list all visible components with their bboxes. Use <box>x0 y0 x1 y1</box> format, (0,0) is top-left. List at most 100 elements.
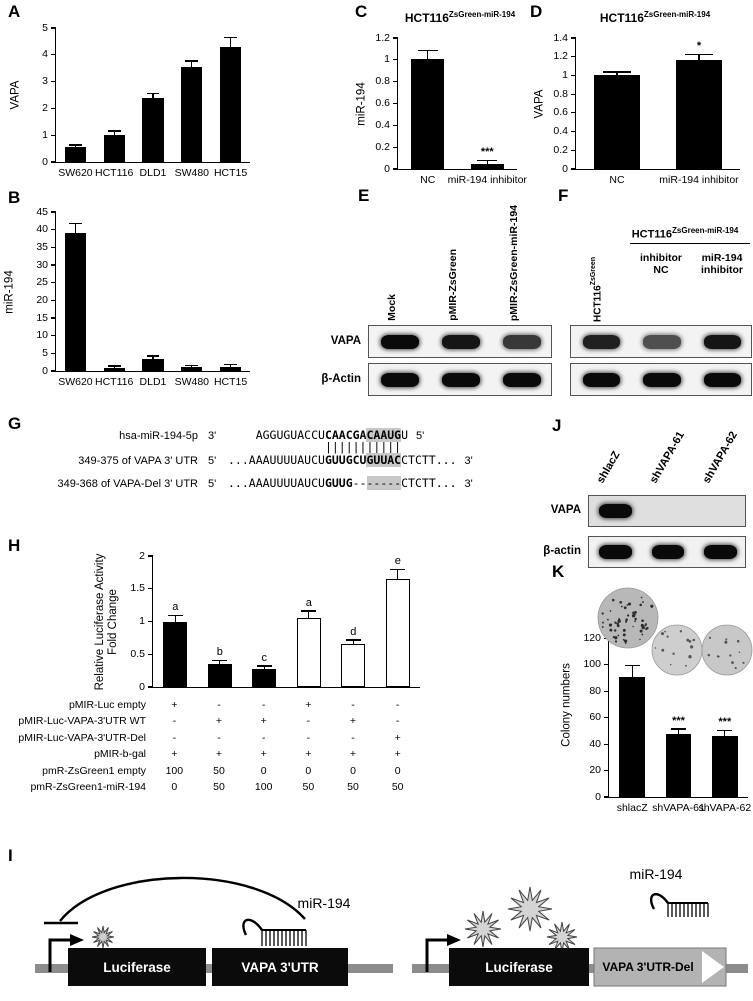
table-cell: + <box>215 715 223 728</box>
colony-dot <box>634 620 636 623</box>
error-bar <box>724 730 726 737</box>
sequence-segment: CTCTT... <box>401 476 457 490</box>
y-tick-label: 3 <box>42 75 48 88</box>
colony-dot <box>617 634 620 637</box>
colony-dot <box>644 624 647 627</box>
y-tick-mark <box>393 168 398 170</box>
x-category-label: NC <box>420 174 436 186</box>
pairing-bars-row: ||||||||||| <box>38 440 473 454</box>
error-bar-cap <box>185 365 199 367</box>
sequence-segment: GUUGCU <box>324 453 367 467</box>
y-tick-mark <box>148 555 153 557</box>
y-tick-label: 0.2 <box>553 143 568 156</box>
bar <box>64 147 87 162</box>
group-letter: c <box>261 651 268 664</box>
y-tick-label: 60 <box>589 711 601 724</box>
colony-dot <box>627 602 632 606</box>
bar-chart-mir194-inhibitor: 0 0.2 0.4 0.6 0.8 1 1.2 NC *** miR-194 inhibitor m… <box>356 32 527 187</box>
colony-dot <box>614 621 617 624</box>
colony-dot <box>724 640 728 644</box>
colony-dot <box>622 628 626 632</box>
panel-letter-J: J <box>552 416 562 435</box>
vapa-utr-del-label: VAPA 3'UTR-Del <box>602 960 693 974</box>
sequence-text: ...AAAUUUUAUCUGUUG-------CTCTT... <box>228 476 457 490</box>
error-bar <box>698 54 700 61</box>
table-cell: - <box>306 715 311 728</box>
colony-dot <box>734 667 737 670</box>
y-tick-label: 5 <box>42 346 48 359</box>
title-superscript: ZsGreen-miR-194 <box>643 10 711 19</box>
blot-row: VAPA <box>551 495 746 527</box>
colony-dot <box>626 614 630 617</box>
error-bar-cap <box>224 364 237 366</box>
y-tick-mark <box>51 264 56 266</box>
sequence-segment: ...AAAUUUUAUCU <box>228 476 325 490</box>
x-category-label: shVAPA-61 <box>652 802 705 814</box>
bar-chart-vapa-expression: 0 1 2 3 4 5 SW620 HCT116 DLD1 SW480 HCT15 VAPA <box>10 22 250 179</box>
prime-label: 3' <box>208 430 217 442</box>
error-bar <box>263 666 265 669</box>
colony-dot <box>626 604 629 606</box>
colony-dot <box>672 652 675 655</box>
sequence-name: hsa-miR-194-5p <box>119 430 198 442</box>
protein-band <box>703 372 742 387</box>
sequence-row: 349-368 of VAPA-Del 3' UTR 5' ...AAAUUUUAU… <box>38 476 473 490</box>
y-tick-label: 0.2 <box>375 140 390 153</box>
x-category-label: HCT15 <box>213 167 248 179</box>
luciferase-label: Luciferase <box>103 960 171 975</box>
colony-dot <box>614 640 618 643</box>
colony-dot <box>660 632 665 636</box>
lane1-superscript: ZsGreen <box>590 256 597 286</box>
protein-band <box>503 372 542 387</box>
table-cell: 0 <box>260 764 267 777</box>
y-tick-label: 35 <box>36 240 48 253</box>
blot-row: β-Actin <box>321 363 552 396</box>
table-cell: + <box>349 748 357 761</box>
luciferase-condition-table: pMIR-Luc empty + - - + - - pMIR-Luc-VAPA-3'UTR … <box>0 699 445 803</box>
mir194-label-right: miR-194 <box>630 866 683 882</box>
protein-band <box>582 372 621 387</box>
error-bar-cap <box>670 728 687 730</box>
x-category-label: NC <box>609 174 625 186</box>
colony-dot <box>613 629 617 632</box>
bar <box>385 578 410 687</box>
y-tick-mark <box>604 690 609 692</box>
bar <box>142 97 164 162</box>
sequence-segment: CTCTT... <box>401 453 457 467</box>
bar <box>181 367 203 371</box>
y-tick-label: 30 <box>36 258 48 271</box>
colony-dot <box>650 604 654 608</box>
colony-dot <box>642 601 644 603</box>
error-bar <box>74 145 77 148</box>
y-tick-mark <box>51 246 56 248</box>
table-cell: - <box>395 715 400 728</box>
error-bar <box>677 729 680 734</box>
colony-dish <box>597 587 659 649</box>
vapa-utr-label: VAPA 3'UTR <box>241 960 318 975</box>
group-letter: e <box>394 555 401 568</box>
title-base: HCT116 <box>404 11 449 25</box>
error-bar <box>427 51 429 59</box>
x-category-label: SW620 <box>58 376 93 388</box>
table-cell: 50 <box>213 781 225 793</box>
sequence-row: hsa-miR-194-5p 3' AGGUGUACCUCAACGACAAUGU 5… <box>38 428 473 442</box>
construct-del: Luciferase VAPA 3'UTR-Del miR-194 <box>412 866 748 987</box>
lane-label: Mock <box>385 294 398 321</box>
high-expression-bursts <box>464 886 578 953</box>
y-axis-title: miR-194 <box>355 81 368 126</box>
y-axis-title: miR-194 <box>3 269 16 314</box>
y-tick-label: 5 <box>42 21 48 34</box>
colony-dot <box>609 628 613 632</box>
y-tick-mark <box>51 211 56 213</box>
y-tick-mark <box>604 743 609 745</box>
table-row-label: pmR-ZsGreen1-miR-194 <box>30 781 146 793</box>
sequence-segment: ----- <box>366 476 402 490</box>
y-tick-mark <box>51 107 56 109</box>
transcription-arrow-del <box>425 938 449 972</box>
transcription-arrowhead-del <box>447 934 461 946</box>
table-row-label: pmR-ZsGreen1 empty <box>42 764 146 777</box>
western-blot-E: VAPA β-Actin Mock pMIR-ZsGreen pMIR-ZsGreen-… <box>321 205 552 401</box>
mechanism-diagram: Luciferase VAPA 3'UTR miR-194 Luciferase… <box>35 866 748 987</box>
colony-dot <box>614 636 618 640</box>
y-axis-title: VAPA <box>533 89 546 118</box>
